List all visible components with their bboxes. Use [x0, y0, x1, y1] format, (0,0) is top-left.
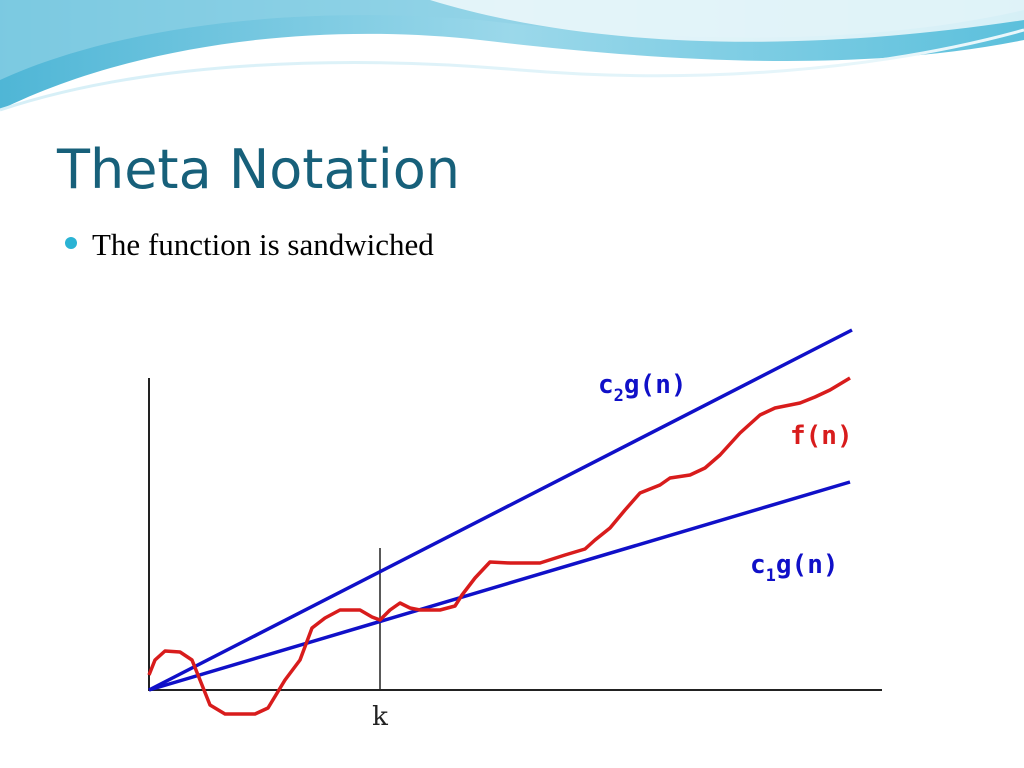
- bullet-marker: [65, 237, 77, 249]
- diagram: c2g(n) f(n) c1g(n) k: [147, 328, 882, 732]
- threshold-label: k: [372, 702, 388, 732]
- label-base: c: [598, 370, 614, 400]
- wave-line: [0, 28, 1024, 112]
- upper-label: c2g(n): [598, 370, 687, 406]
- function-label: f(n): [790, 421, 853, 451]
- lower-label: c1g(n): [750, 550, 839, 586]
- function-curve: [147, 376, 851, 716]
- label-subscript: 2: [614, 386, 624, 406]
- label-rest: g(n): [776, 550, 839, 580]
- label-subscript: 1: [766, 566, 776, 586]
- bullet-text: The function is sandwiched: [92, 227, 434, 262]
- label-rest: g(n): [624, 370, 687, 400]
- lower-bound-line: [148, 480, 851, 692]
- wave: [430, 0, 1024, 42]
- label-base: c: [750, 550, 766, 580]
- slide-title: Theta Notation: [56, 138, 460, 201]
- upper-bound-line: [148, 328, 853, 692]
- header-waves: [0, 0, 1024, 112]
